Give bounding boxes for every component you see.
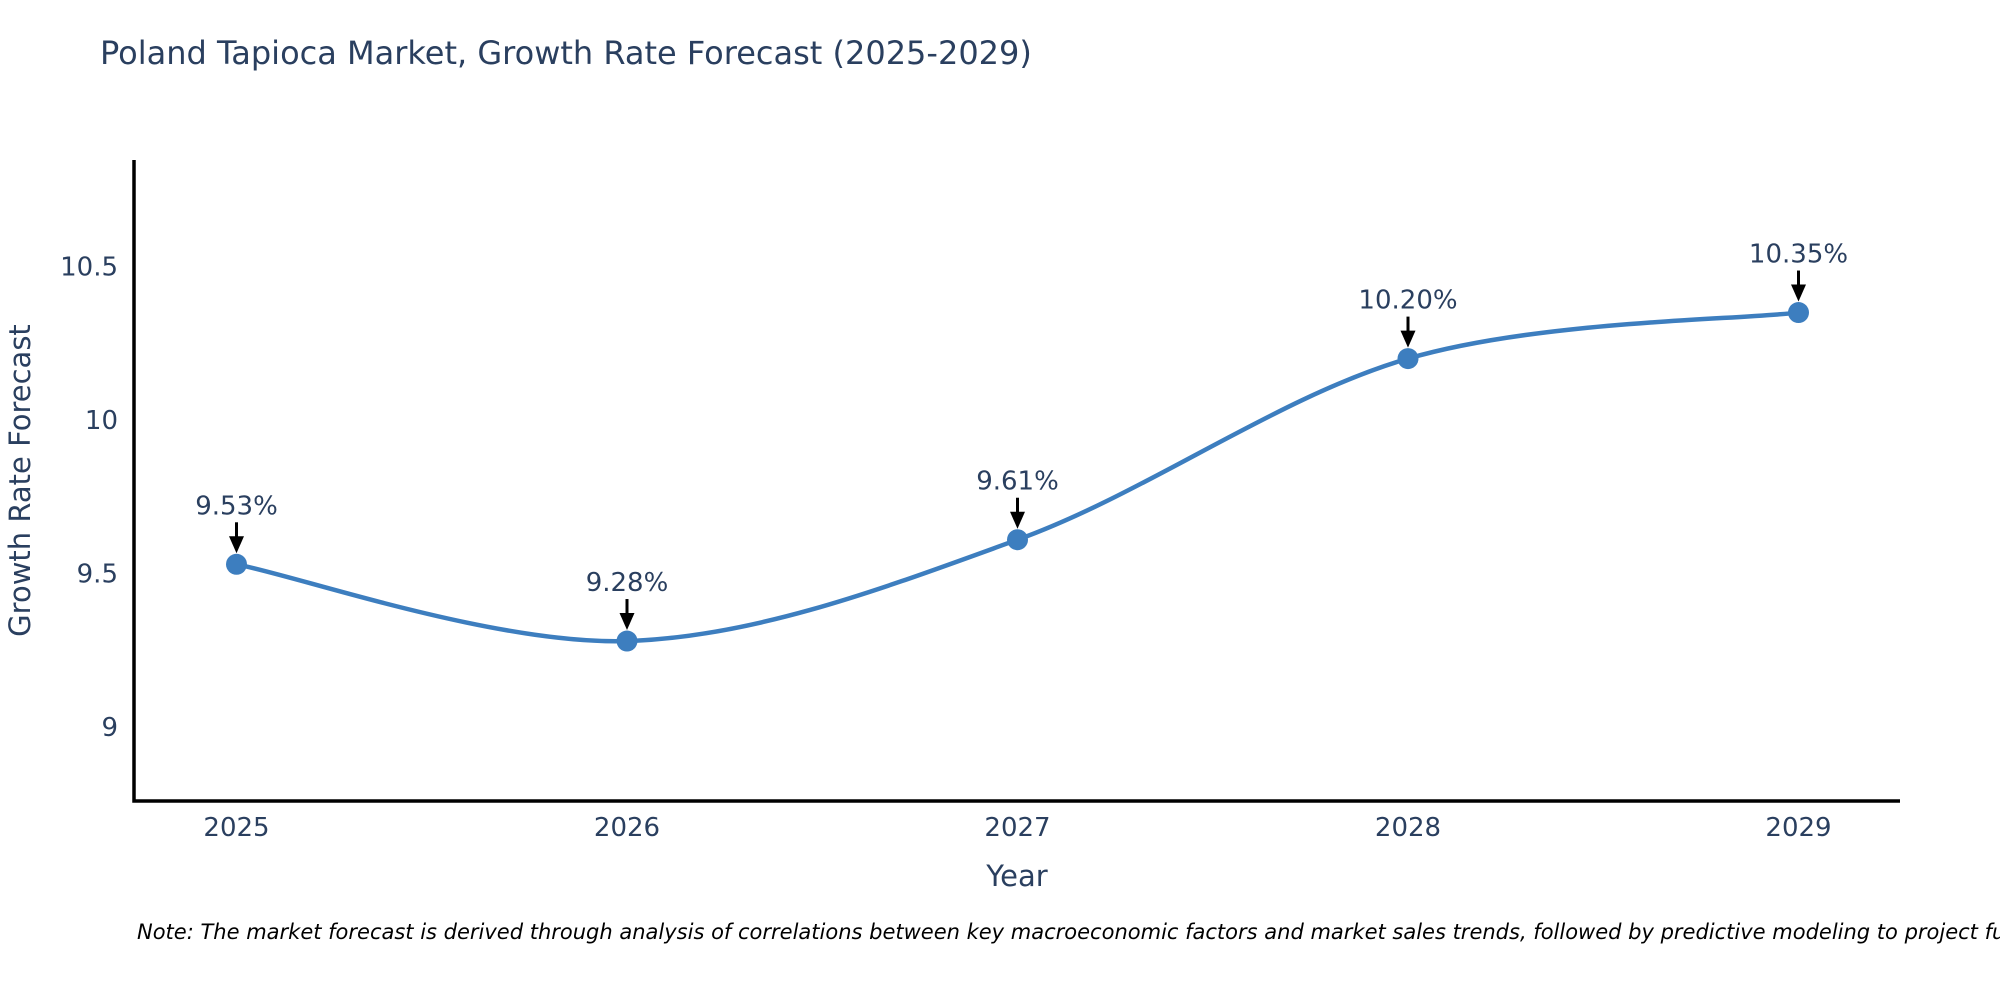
x-tick-label: 2025: [203, 813, 269, 843]
x-tick-label: 2027: [984, 813, 1050, 843]
data-label: 9.28%: [586, 568, 669, 598]
y-tick-label: 9.5: [77, 560, 118, 590]
x-tick-label: 2026: [594, 813, 660, 843]
axis-lines: [132, 160, 1900, 803]
annotation-arrowhead: [1791, 284, 1806, 302]
data-label: 9.61%: [976, 467, 1059, 497]
data-point-2026: [616, 630, 638, 652]
data-point-2025: [226, 553, 247, 575]
y-tick-label: 9: [101, 713, 118, 743]
data-label: 9.53%: [195, 491, 278, 521]
data-label: 10.35%: [1749, 240, 1848, 270]
x-axis-title: Year: [985, 859, 1047, 893]
y-tick-label: 10: [85, 406, 118, 436]
annotation-arrowhead: [229, 536, 244, 554]
y-axis-title: Growth Rate Forecast: [3, 324, 37, 637]
data-point-2028: [1397, 348, 1419, 370]
chart-title: Poland Tapioca Market, Growth Rate Forec…: [100, 34, 1032, 72]
annotation-arrowhead: [619, 613, 635, 631]
data-point-2027: [1007, 529, 1028, 551]
x-tick-label: 2028: [1375, 813, 1441, 843]
data-label: 10.20%: [1358, 286, 1457, 316]
data-point-2029: [1788, 302, 1809, 324]
annotation-arrowhead: [1400, 330, 1416, 348]
annotation-arrowhead: [1010, 511, 1025, 529]
y-tick-label: 10.5: [60, 253, 118, 283]
footnote: Note: The market forecast is derived thr…: [137, 920, 2000, 944]
x-tick-label: 2029: [1765, 813, 1831, 843]
